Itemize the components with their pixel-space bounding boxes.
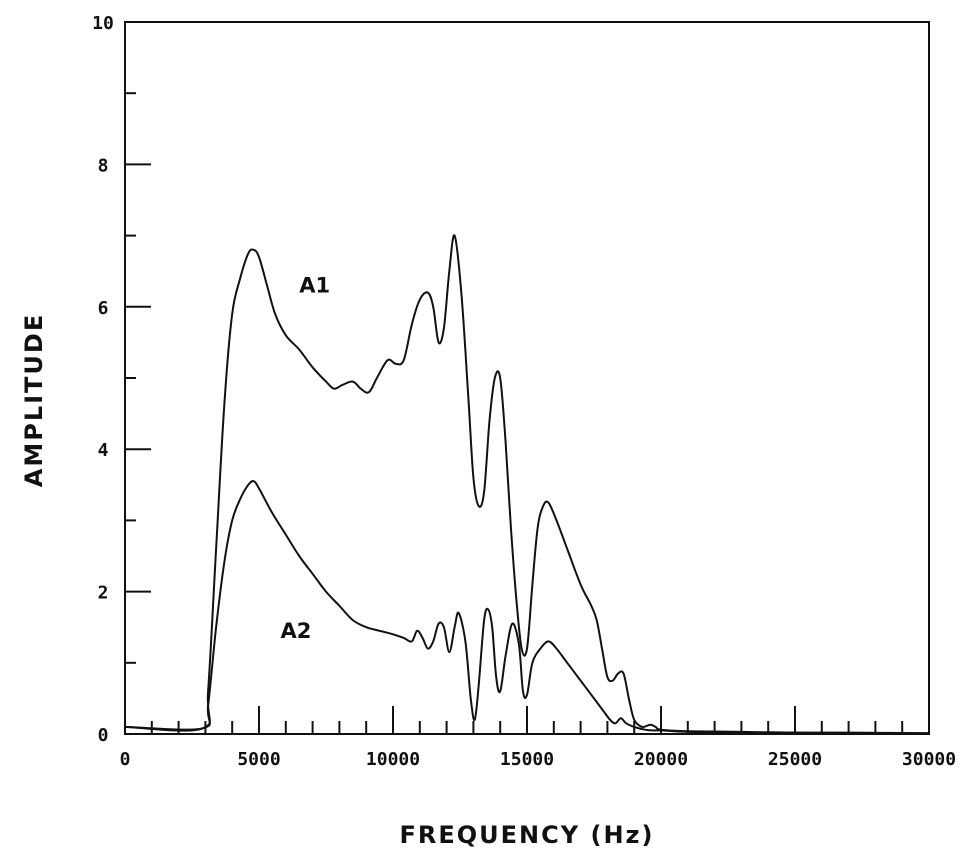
x-axis-title: FREQUENCY (Hz): [400, 821, 655, 849]
x-axis-ticks: [124, 706, 930, 734]
y-tick-label: 8: [98, 155, 109, 176]
x-tick-label: 25000: [768, 749, 822, 770]
y-tick-label: 2: [98, 583, 109, 604]
series-line-a2: [124, 480, 930, 735]
x-tick-label: 20000: [634, 749, 688, 770]
y-axis-title: AMPLITUDE: [20, 313, 48, 487]
series-label-a1: A1: [299, 274, 330, 298]
series-label-a2: A2: [280, 619, 311, 643]
plot-frame: [124, 21, 930, 735]
x-tick-label: 5000: [237, 749, 280, 770]
y-axis-tick-labels: 0 2 4 6 8 10: [92, 13, 114, 746]
x-tick-label: 30000: [902, 749, 956, 770]
x-tick-label: 15000: [500, 749, 554, 770]
series-lines: [124, 234, 930, 735]
y-axis-ticks: [125, 21, 151, 735]
series-line-a1: [124, 234, 930, 735]
y-tick-label: 10: [92, 13, 114, 34]
x-axis-tick-labels: 0 5000 10000 15000 20000 25000 30000: [120, 749, 957, 770]
y-tick-label: 0: [98, 725, 109, 746]
x-tick-label: 0: [120, 749, 131, 770]
y-tick-label: 6: [98, 298, 109, 319]
series-labels: A1 A2: [280, 274, 330, 643]
x-tick-label: 10000: [366, 749, 420, 770]
y-tick-label: 4: [98, 440, 109, 461]
